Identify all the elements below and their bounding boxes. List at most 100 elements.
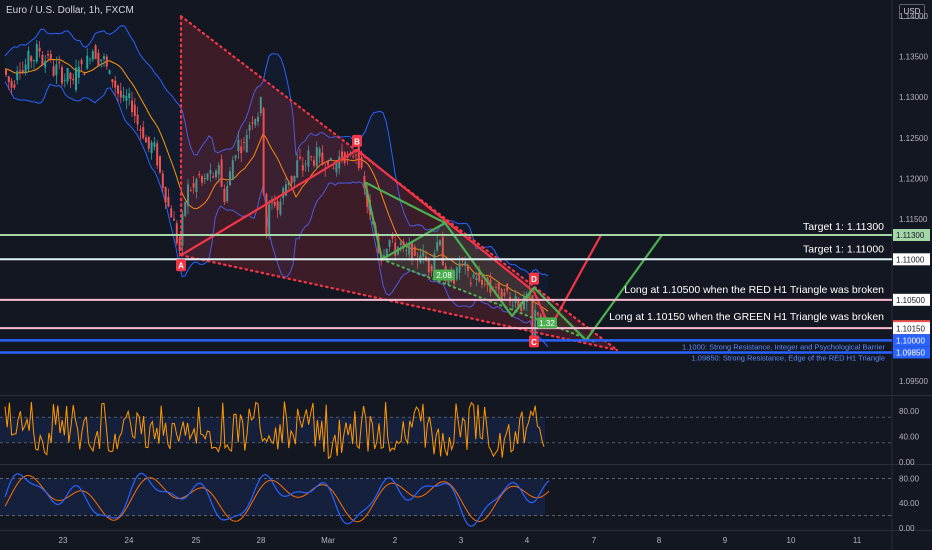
candle-body bbox=[184, 202, 187, 216]
price-axis-tag[interactable] bbox=[893, 322, 930, 335]
candle-body bbox=[352, 155, 355, 157]
candle-body bbox=[276, 200, 279, 211]
candle-body bbox=[100, 59, 103, 61]
point-c-label: C bbox=[531, 338, 537, 347]
candle-body bbox=[94, 45, 97, 60]
candle-body bbox=[229, 171, 231, 186]
candle-body bbox=[61, 67, 63, 84]
candle-body bbox=[366, 189, 369, 207]
candle-body bbox=[10, 80, 13, 88]
candle-body bbox=[27, 50, 30, 70]
price-tick-label: 1.12000 bbox=[899, 174, 928, 183]
candle-body bbox=[164, 186, 167, 203]
candle-body bbox=[500, 289, 503, 301]
candle-body bbox=[534, 310, 537, 337]
candle-body bbox=[52, 66, 55, 76]
osc1-line bbox=[4, 401, 545, 460]
price-axis[interactable]: 1.14000 1.13500 1.13000 1.12500 1.12000 1.115… bbox=[893, 12, 930, 533]
annotation-long-red: Long at 1.10500 when the RED H1 Triangle… bbox=[624, 284, 884, 296]
time-tick-label: 11 bbox=[853, 536, 862, 545]
time-tick-label: 4 bbox=[525, 536, 530, 545]
annotation-target-1: Target 1: 1.11300 bbox=[803, 221, 884, 233]
candle-body bbox=[231, 160, 234, 181]
annotation-target-2: Target 1: 1.11000 bbox=[803, 243, 884, 255]
price-tick-label: 1.13500 bbox=[899, 53, 928, 62]
candle-body bbox=[223, 188, 226, 203]
candle-body bbox=[139, 129, 142, 131]
candle-body bbox=[69, 72, 72, 80]
point-a-label: A bbox=[178, 262, 184, 271]
candle-body bbox=[411, 242, 413, 260]
price-axis-tag[interactable] bbox=[893, 253, 930, 266]
candle-body bbox=[293, 175, 296, 182]
price-tick-label: 1.13000 bbox=[899, 93, 928, 102]
candle-body bbox=[495, 286, 497, 288]
candle-body bbox=[245, 134, 248, 153]
chart-symbol-title[interactable]: Euro / U.S. Dollar, 1h, FXCM bbox=[6, 5, 134, 16]
candle-body bbox=[335, 162, 338, 173]
candle-body bbox=[217, 165, 220, 175]
price-tick-label: 1.11500 bbox=[899, 215, 928, 224]
time-tick-label: Mar bbox=[321, 536, 335, 545]
candle-body bbox=[119, 90, 122, 98]
candle-body bbox=[237, 139, 240, 152]
candle-body bbox=[33, 60, 35, 62]
candle-body bbox=[321, 152, 324, 165]
candle-body bbox=[520, 301, 523, 311]
candle-body bbox=[441, 236, 444, 266]
price-axis-tag[interactable] bbox=[893, 228, 930, 241]
candle-body bbox=[458, 262, 461, 273]
candle-body bbox=[537, 312, 539, 315]
horizontal-levels[interactable] bbox=[0, 233, 892, 354]
candle-body bbox=[44, 61, 47, 68]
time-axis[interactable]: 23 24 25 28 Mar 2 3 4 7 8 9 10 11 bbox=[59, 536, 862, 545]
candle-body bbox=[318, 148, 321, 157]
candle-body bbox=[187, 184, 189, 206]
point-d-label: D bbox=[531, 275, 537, 284]
time-tick-label: 24 bbox=[125, 536, 134, 545]
candle-body bbox=[117, 85, 119, 94]
candle-body bbox=[49, 53, 52, 59]
osc1-tick-label: 40.00 bbox=[899, 432, 920, 441]
candle-body bbox=[497, 283, 500, 290]
price-axis-tag[interactable] bbox=[893, 346, 930, 359]
candle-body bbox=[206, 173, 209, 180]
candle-body bbox=[243, 142, 245, 143]
candle-body bbox=[170, 208, 173, 218]
candle-body bbox=[209, 170, 212, 174]
candle-body bbox=[19, 70, 21, 72]
candle-body bbox=[475, 277, 478, 281]
candle-body bbox=[55, 64, 58, 76]
price-axis-tag-text: 1.09850 bbox=[896, 349, 925, 358]
candle-body bbox=[503, 292, 506, 296]
candle-body bbox=[408, 243, 411, 255]
candle-body bbox=[285, 184, 287, 196]
price-axis-tag[interactable] bbox=[893, 334, 930, 347]
currency-badge[interactable]: USD bbox=[899, 4, 925, 19]
point-b-label-badge bbox=[352, 134, 362, 147]
time-tick-label: 10 bbox=[787, 536, 796, 545]
candle-body bbox=[30, 56, 33, 62]
candle-body bbox=[142, 127, 145, 139]
candle-body bbox=[215, 170, 217, 178]
candle-body bbox=[212, 176, 215, 178]
candle-body bbox=[103, 56, 105, 59]
price-axis-tag-text: 1.10150 bbox=[896, 324, 925, 333]
candle-body bbox=[175, 223, 178, 244]
candle-body bbox=[159, 156, 161, 173]
annotation-resistance-2: 1.09850: Strong Resistance, Edge of the … bbox=[692, 353, 885, 362]
annotations: Target 1: 1.11300 Target 1: 1.11000 Long a… bbox=[176, 134, 886, 362]
candle-body bbox=[257, 116, 259, 122]
candle-body bbox=[310, 156, 313, 158]
time-tick-label: 28 bbox=[257, 536, 266, 545]
candle-body bbox=[301, 164, 304, 171]
candle-body bbox=[91, 51, 94, 60]
bollinger-basis bbox=[4, 58, 549, 312]
point-c-label-badge bbox=[529, 335, 539, 348]
candle-body bbox=[189, 190, 192, 192]
candle-body bbox=[13, 84, 16, 88]
price-axis-tag[interactable] bbox=[893, 293, 930, 306]
candle-body bbox=[178, 237, 181, 251]
candle-body bbox=[128, 93, 131, 99]
